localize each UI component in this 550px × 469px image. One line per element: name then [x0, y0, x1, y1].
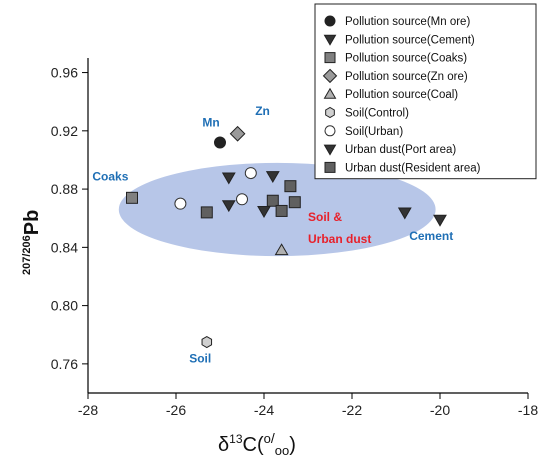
- data-point: [244, 167, 257, 180]
- y-tick-label: 0.76: [51, 356, 78, 372]
- legend-marker: [324, 161, 336, 173]
- legend-marker: [324, 125, 336, 137]
- data-point: [200, 206, 213, 219]
- annotation-label: Mn: [202, 115, 219, 129]
- annotation-label: Zn: [255, 104, 270, 118]
- x-tick-label: -18: [518, 402, 538, 418]
- legend-entry: Pollution source(Coal): [345, 89, 458, 101]
- y-tick-label: 0.92: [51, 123, 78, 139]
- data-point: [236, 193, 248, 206]
- x-tick-label: -22: [342, 402, 362, 418]
- legend-marker: [325, 106, 335, 119]
- data-point: [214, 136, 226, 149]
- y-axis-title: 207/206Pb: [21, 210, 43, 275]
- legend-marker: [324, 15, 336, 27]
- data-point: [274, 243, 289, 256]
- data-point: [201, 335, 213, 349]
- x-tick-label: -26: [166, 402, 186, 418]
- y-tick-label: 0.96: [51, 65, 78, 81]
- data-point: [433, 214, 447, 227]
- legend-marker: [323, 87, 337, 99]
- annotation-label: Soil: [189, 351, 211, 365]
- legend-entry: Soil(Control): [345, 108, 409, 120]
- data-point: [275, 204, 288, 217]
- y-tick-label: 0.88: [51, 181, 78, 197]
- x-axis-title: δ13C(o/oo): [218, 430, 296, 458]
- data-point: [126, 191, 138, 204]
- legend-entry: Soil(Urban): [345, 126, 403, 138]
- annotation-label: Soil &: [308, 210, 342, 224]
- legend-marker: [324, 52, 336, 64]
- legend-box: [314, 3, 537, 180]
- x-tick-label: -24: [254, 402, 274, 418]
- annotation-label: Urban dust: [308, 232, 371, 246]
- x-tick-label: -28: [78, 402, 98, 418]
- data-point: [229, 125, 246, 142]
- data-point: [221, 172, 236, 185]
- legend-marker: [322, 68, 338, 84]
- legend-entry: Urban dust(Resident area): [345, 162, 481, 174]
- y-tick-label: 0.80: [51, 298, 78, 314]
- data-point: [266, 194, 279, 207]
- data-point: [265, 171, 280, 184]
- annotation-label: Coaks: [92, 169, 128, 183]
- data-point: [221, 200, 236, 213]
- legend-entry: Pollution source(Coaks): [345, 53, 467, 65]
- data-point: [288, 196, 301, 209]
- data-point: [397, 207, 412, 220]
- legend-marker: [323, 34, 337, 46]
- y-tick-label: 0.84: [51, 239, 78, 255]
- data-point: [284, 180, 297, 193]
- legend-entry: Urban dust(Port area): [345, 144, 456, 156]
- legend-marker: [323, 144, 337, 156]
- legend-entry: Pollution source(Cement): [345, 34, 475, 46]
- legend-entry: Pollution source(Mn ore): [345, 16, 470, 28]
- x-tick-label: -20: [430, 402, 450, 418]
- legend-entry: Pollution source(Zn ore): [345, 71, 468, 83]
- data-point: [257, 206, 271, 218]
- annotation-label: Cement: [409, 229, 453, 243]
- data-point: [174, 197, 187, 210]
